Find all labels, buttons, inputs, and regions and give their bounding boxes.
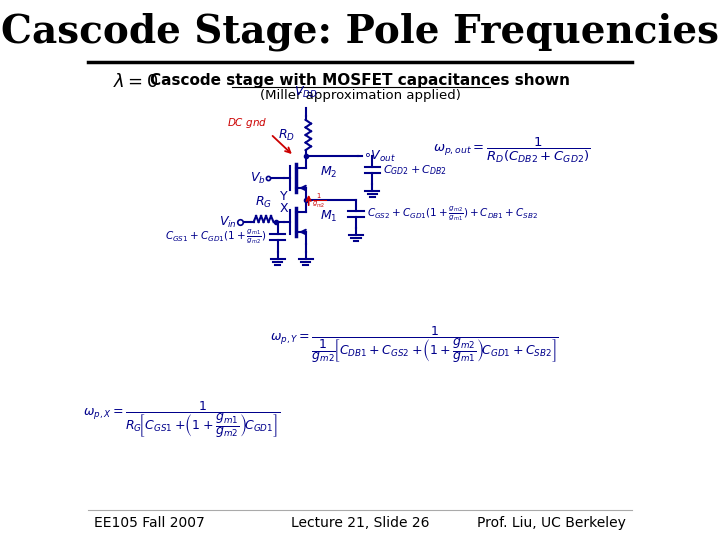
Text: $\omega_{p,out} = \dfrac{1}{R_D(C_{DB2}+C_{GD2})}$: $\omega_{p,out} = \dfrac{1}{R_D(C_{DB2}+… [433,136,590,165]
Text: $\circ V_{out}$: $\circ V_{out}$ [363,148,396,164]
Text: $\lambda = 0$: $\lambda = 0$ [112,73,158,91]
Text: $\frac{1}{g_{m2}}$: $\frac{1}{g_{m2}}$ [312,191,326,209]
Text: $R_G$: $R_G$ [255,195,272,210]
Text: $V_{in}$: $V_{in}$ [219,214,237,230]
Text: Prof. Liu, UC Berkeley: Prof. Liu, UC Berkeley [477,516,626,530]
Text: $R_D$: $R_D$ [278,127,294,143]
Text: Lecture 21, Slide 26: Lecture 21, Slide 26 [291,516,429,530]
Text: Cascode stage with MOSFET capacitances shown: Cascode stage with MOSFET capacitances s… [150,72,570,87]
Text: $V_b$: $V_b$ [250,171,266,186]
Text: $\omega_{p,Y} = \dfrac{1}{\dfrac{1}{g_{m2}}\!\left[C_{DB1}+C_{GS2}+\!\left(1+\df: $\omega_{p,Y} = \dfrac{1}{\dfrac{1}{g_{m… [270,325,559,366]
Text: DC $gnd$: DC $gnd$ [227,116,267,130]
Text: $\omega_{p,X} = \dfrac{1}{R_G\!\left[C_{GS1}+\!\left(1+\dfrac{g_{m1}}{g_{m2}}\ri: $\omega_{p,X} = \dfrac{1}{R_G\!\left[C_{… [83,400,280,441]
Text: $C_{GD2}+C_{DB2}$: $C_{GD2}+C_{DB2}$ [383,163,447,177]
Text: Y: Y [280,190,287,202]
Text: EE105 Fall 2007: EE105 Fall 2007 [94,516,204,530]
Text: $V_{DD}$: $V_{DD}$ [294,85,318,100]
Text: $M_2$: $M_2$ [320,165,337,179]
Text: $C_{GS2}+C_{GD1}(1+\frac{g_{m2}}{g_{m1}})+C_{DB1}+C_{SB2}$: $C_{GS2}+C_{GD1}(1+\frac{g_{m2}}{g_{m1}}… [367,205,538,223]
Text: $C_{GS1}+C_{GD1}(1+\frac{g_{m1}}{g_{m2}})$: $C_{GS1}+C_{GD1}(1+\frac{g_{m1}}{g_{m2}}… [166,228,266,246]
Text: Cascode Stage: Pole Frequencies: Cascode Stage: Pole Frequencies [1,13,719,51]
Text: $M_1$: $M_1$ [320,208,337,224]
Text: (Miller approximation applied): (Miller approximation applied) [260,89,460,102]
Text: X: X [279,201,288,214]
